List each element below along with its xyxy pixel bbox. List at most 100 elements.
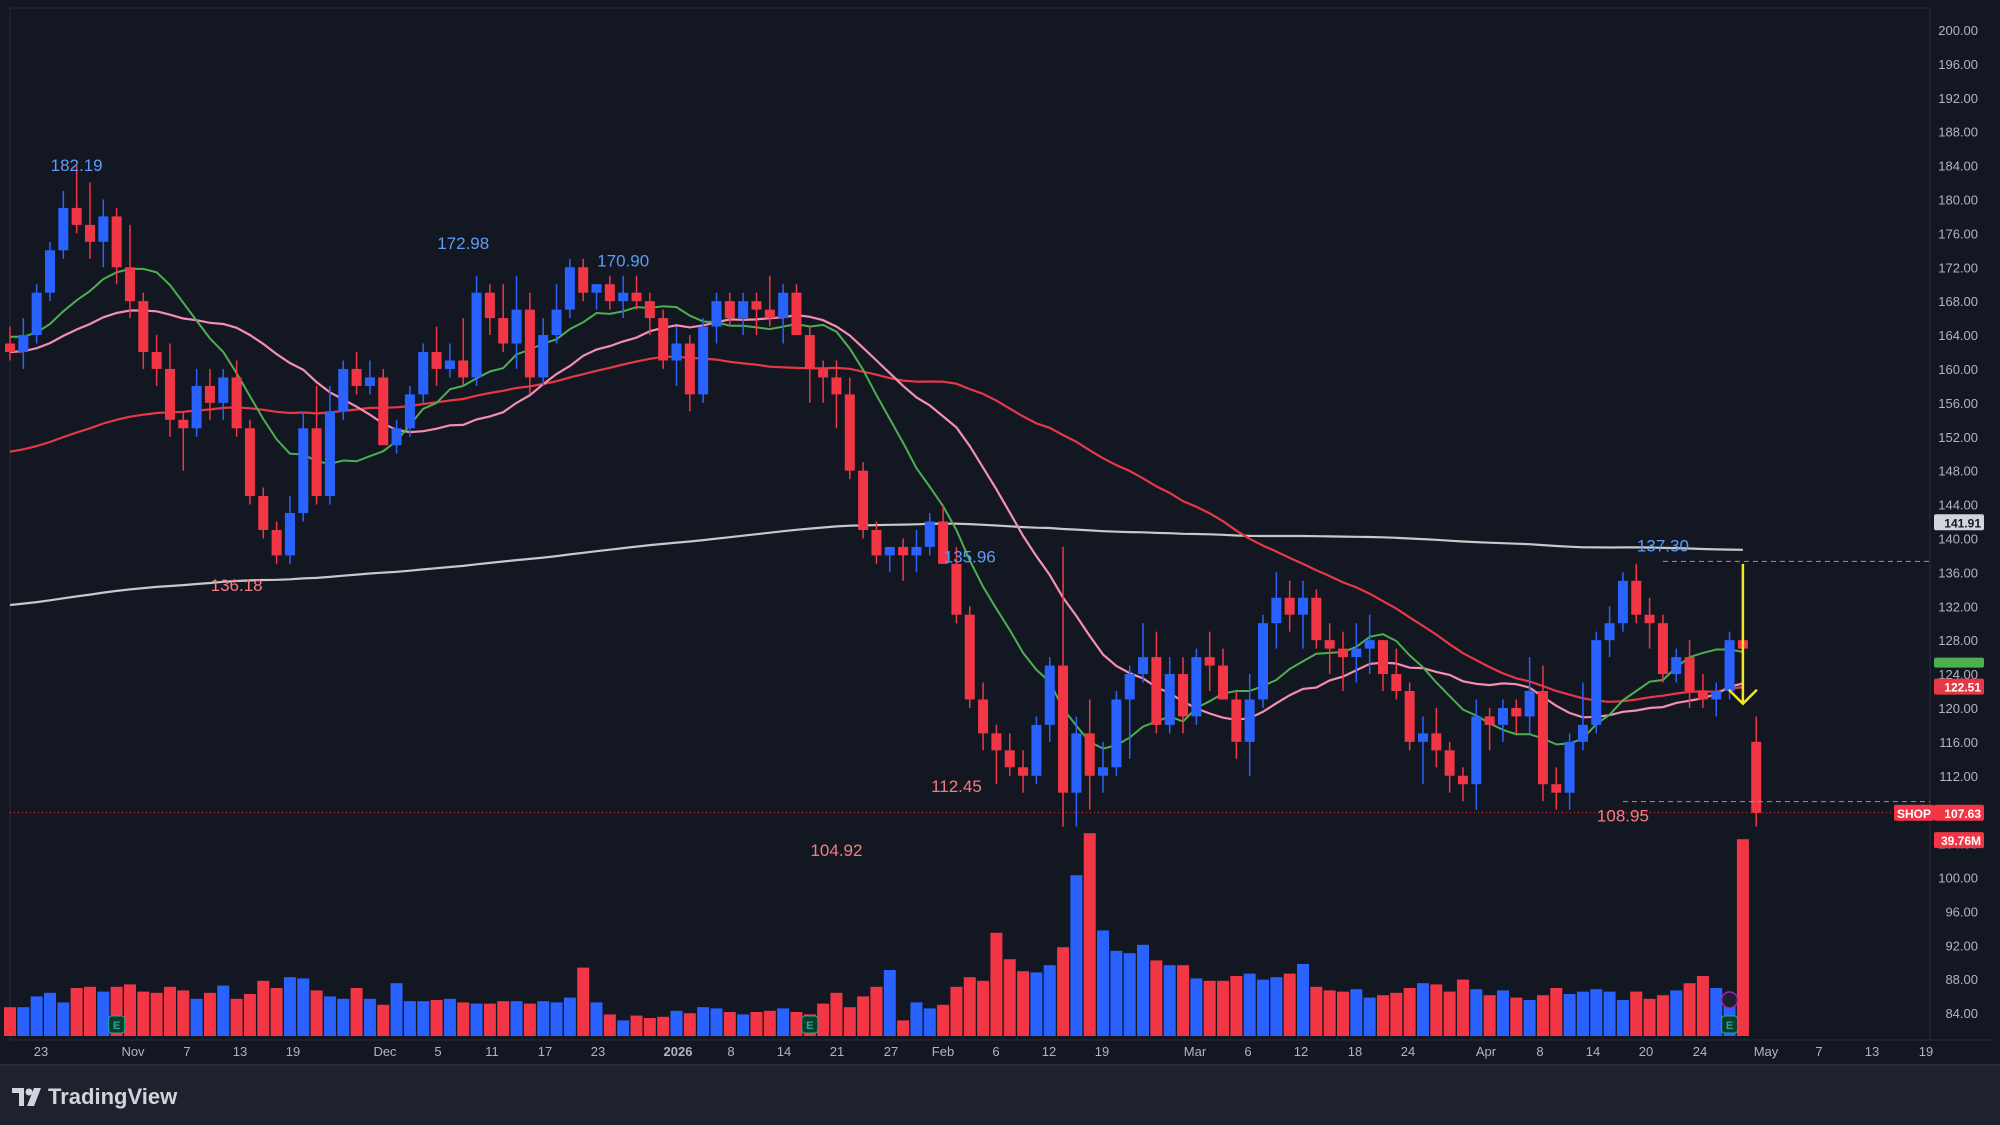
candlestick-chart[interactable]: 182.19 172.98 170.90 135.96 137.30 136.18 104.… <box>0 0 2000 1064</box>
candle-body <box>1324 640 1335 649</box>
candle-body <box>138 301 149 352</box>
time-axis-tick: 11 <box>485 1044 499 1059</box>
volume-bar <box>683 1013 696 1036</box>
low-price-label: 112.45 <box>931 777 982 796</box>
candle-body <box>604 284 615 302</box>
time-axis-tick: 18 <box>1348 1044 1362 1059</box>
candle-body <box>964 614 975 700</box>
earnings-marker-letter: E <box>1726 1020 1733 1032</box>
volume-bar <box>243 994 256 1036</box>
time-axis-tick: 13 <box>1865 1044 1879 1059</box>
candle-body <box>538 335 549 378</box>
volume-bar <box>937 1004 950 1036</box>
candle-body <box>1364 640 1375 649</box>
candle-body <box>338 368 349 412</box>
candle-body <box>164 368 175 420</box>
volume-bar <box>1510 997 1523 1036</box>
volume-bar <box>617 1020 630 1036</box>
candle-body <box>1031 724 1042 776</box>
candle-body <box>364 377 375 386</box>
volume-bar <box>57 1002 70 1036</box>
volume-bar <box>1110 950 1123 1036</box>
candle-body <box>884 546 895 556</box>
volume-bar <box>390 983 403 1036</box>
time-axis-tick: 23 <box>34 1044 48 1059</box>
high-price-label: 172.98 <box>437 234 489 253</box>
price-axis-tick: 88.00 <box>1945 972 1978 987</box>
candle-body <box>31 292 42 336</box>
volume-bar <box>630 1015 643 1036</box>
volume-bar <box>550 1002 563 1036</box>
volume-bar <box>1123 953 1136 1036</box>
high-price-label: 135.96 <box>944 548 996 567</box>
price-axis-tick: 112.00 <box>1939 769 1978 784</box>
ma200-value-badge-bg <box>1934 514 1984 531</box>
volume-bar <box>1496 990 1509 1036</box>
candle-body <box>84 224 95 242</box>
volume-bar <box>470 1003 483 1036</box>
high-price-label: 137.30 <box>1637 536 1689 555</box>
ma200-value-badge: 141.91 <box>1944 516 1981 530</box>
candle-body <box>1577 724 1588 742</box>
candle-body <box>671 343 682 361</box>
candle-body <box>191 385 202 429</box>
volume-bar <box>17 1007 30 1036</box>
symbol-badge: SHOP <box>1897 807 1931 821</box>
time-axis-tick: 20 <box>1639 1044 1653 1059</box>
time-axis-tick: 19 <box>1919 1044 1933 1059</box>
candle-body <box>471 292 482 378</box>
volume-bar <box>1390 992 1403 1036</box>
candle-body <box>1391 674 1402 691</box>
price-axis-tick: 172.00 <box>1938 260 1978 275</box>
candle-body <box>578 267 589 293</box>
earnings-marker-icon <box>108 1015 126 1034</box>
volume-bar <box>563 997 576 1036</box>
candle-body <box>1431 733 1442 751</box>
price-axis-tick: 180.00 <box>1938 192 1978 207</box>
volume-bar <box>790 1012 803 1036</box>
candle-body <box>71 207 82 225</box>
candle-body <box>1191 657 1202 717</box>
candle-body <box>1404 691 1415 742</box>
time-axis-tick: 8 <box>1536 1044 1543 1059</box>
candle-body <box>1098 767 1109 776</box>
volume-bar <box>377 1004 390 1036</box>
candle-body <box>1444 750 1455 776</box>
volume-bar <box>1590 989 1603 1036</box>
candle-body <box>1471 716 1482 785</box>
candle-body <box>1591 640 1602 725</box>
time-axis-tick: Mar <box>1184 1044 1207 1059</box>
volume-bar <box>1616 1000 1629 1036</box>
candle-body <box>924 521 935 547</box>
price-axis-tick: 164.00 <box>1938 328 1978 343</box>
volume-bar <box>1403 988 1416 1036</box>
candle-body <box>298 428 309 514</box>
ma10-value-badge <box>1934 657 1984 668</box>
footer-bar: TradingView <box>0 1064 2000 1125</box>
volume-bar <box>1376 995 1389 1036</box>
volume-bar <box>577 967 590 1036</box>
candle-body <box>564 267 575 310</box>
earnings-marker-icon <box>1721 1015 1739 1034</box>
candle-body <box>204 385 215 403</box>
volume-bar <box>1656 995 1669 1036</box>
candle-body <box>1311 597 1322 641</box>
volume-bar <box>177 990 190 1036</box>
tradingview-brand[interactable]: TradingView <box>12 1084 177 1110</box>
volume-bar <box>763 1010 776 1036</box>
candle-body <box>898 546 909 556</box>
candle-body <box>284 513 295 556</box>
volume-bar <box>963 977 976 1036</box>
candle-body <box>1004 750 1015 768</box>
volume-bar <box>1257 979 1270 1036</box>
candle-body <box>991 733 1002 751</box>
last-price-badge-bg <box>1934 804 1984 821</box>
volume-bar <box>1670 990 1683 1036</box>
candle-body <box>858 470 869 530</box>
candle-body <box>271 529 282 556</box>
price-axis-tick: 144.00 <box>1938 498 1978 513</box>
candle-body <box>124 267 135 302</box>
volume-bar <box>1310 986 1323 1036</box>
candle-body <box>791 292 802 336</box>
